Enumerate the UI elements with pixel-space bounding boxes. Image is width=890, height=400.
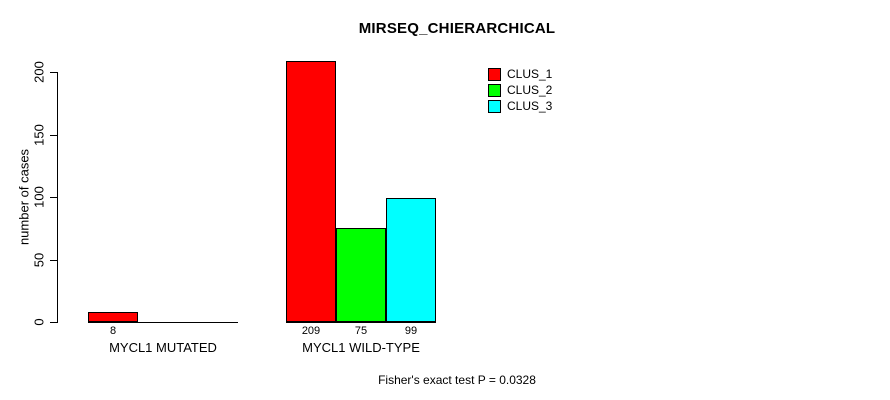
chart-title: MIRSEQ_CHIERARCHICAL bbox=[358, 20, 556, 37]
y-tick-50 bbox=[50, 259, 57, 261]
y-axis-title: number of cases bbox=[16, 148, 32, 246]
bar-value-clus-3-wild-type: 99 bbox=[404, 325, 418, 337]
y-tick-200 bbox=[50, 72, 57, 73]
fisher-test-annotation: Fisher's exact test P = 0.0328 bbox=[378, 373, 536, 387]
y-tick-100 bbox=[50, 197, 57, 198]
legend: CLUS_1 CLUS_2 CLUS_3 bbox=[488, 66, 552, 114]
bar-value-clus-1-wild-type: 209 bbox=[301, 325, 321, 337]
legend-row-clus-3: CLUS_3 bbox=[488, 98, 552, 114]
bar-value-clus-2-wild-type: 75 bbox=[354, 325, 368, 337]
y-tick-label-50: 50 bbox=[31, 252, 47, 267]
legend-label-clus-1: CLUS_1 bbox=[507, 67, 553, 81]
bar-clus-2-wild-type bbox=[336, 228, 386, 322]
y-tick-label-150: 150 bbox=[31, 123, 47, 146]
bar-value-clus-1-mutated: 8 bbox=[109, 325, 117, 337]
legend-swatch-clus-2-icon bbox=[488, 83, 501, 97]
legend-row-clus-1: CLUS_1 bbox=[488, 66, 552, 82]
baseline-mutated-group bbox=[88, 322, 238, 323]
bar-clus-3-wild-type bbox=[386, 198, 436, 322]
y-tick-0 bbox=[50, 322, 57, 323]
legend-swatch-clus-1-icon bbox=[488, 67, 501, 81]
baseline-wildtype-group bbox=[286, 322, 436, 323]
y-tick-label-100: 100 bbox=[31, 186, 47, 208]
bar-clus-1-mutated bbox=[88, 312, 138, 322]
category-label-mutated: MYCL1 MUTATED bbox=[109, 340, 217, 355]
legend-swatch-clus-3-icon bbox=[488, 99, 501, 113]
category-label-wild-type: MYCL1 WILD-TYPE bbox=[302, 340, 420, 355]
legend-label-clus-2: CLUS_2 bbox=[507, 83, 553, 97]
y-tick-label-200: 200 bbox=[31, 61, 47, 83]
legend-label-clus-3: CLUS_3 bbox=[507, 99, 553, 113]
y-tick-label-0: 0 bbox=[31, 318, 47, 326]
y-tick-150 bbox=[50, 134, 57, 136]
legend-row-clus-2: CLUS_2 bbox=[488, 82, 552, 98]
y-axis-line bbox=[57, 72, 58, 323]
bar-clus-1-wild-type bbox=[286, 60, 336, 322]
